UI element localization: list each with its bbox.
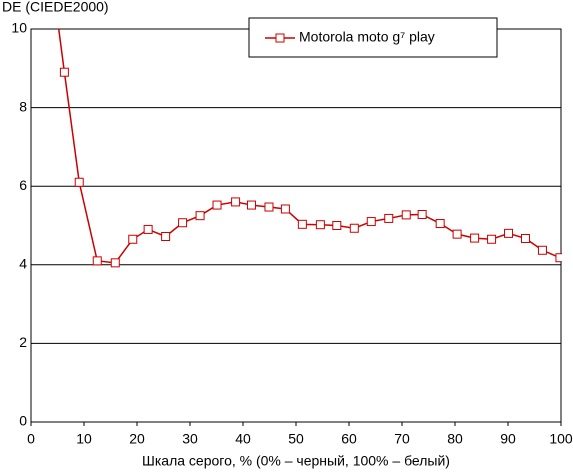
x-tick-label: 0	[27, 431, 35, 447]
x-tick-label: 70	[394, 431, 410, 447]
data-point	[195, 211, 205, 221]
y-tick-label: 8	[19, 98, 27, 114]
data-point	[231, 197, 241, 207]
data-point	[315, 220, 325, 230]
data-point	[520, 233, 530, 243]
data-point	[280, 204, 290, 214]
x-tick-label: 80	[447, 431, 463, 447]
data-point	[504, 228, 514, 238]
data-point	[452, 229, 462, 239]
y-tick-label: 10	[11, 20, 27, 36]
data-point	[92, 256, 102, 266]
data-point	[143, 224, 153, 234]
y-tick-label: 6	[19, 177, 27, 193]
x-tick-label: 20	[129, 431, 145, 447]
y-tick-label: 0	[19, 413, 27, 429]
data-point	[487, 234, 497, 244]
x-tick-label: 40	[235, 431, 251, 447]
data-point	[128, 234, 138, 244]
data-point	[384, 213, 394, 223]
data-point	[110, 258, 120, 268]
data-point	[59, 67, 69, 77]
data-point	[332, 221, 342, 230]
x-tick-label: 30	[182, 431, 198, 447]
data-point	[297, 219, 307, 229]
data-point	[74, 177, 84, 187]
y-axis-label: DE (CIEDE2000)	[2, 0, 109, 15]
data-point	[246, 200, 256, 210]
data-point	[349, 223, 359, 233]
data-point	[417, 209, 427, 219]
data-point	[178, 218, 188, 228]
data-point	[470, 233, 480, 243]
plot-frame	[30, 28, 562, 423]
y-tick-label: 4	[19, 256, 27, 272]
legend-label: Motorola moto g⁷ play	[299, 29, 435, 45]
data-point	[555, 253, 562, 263]
x-tick-label: 90	[500, 431, 516, 447]
plot-area	[57, 29, 562, 268]
x-axis-label: Шкала серого, % (0% – черный, 100% – бел…	[142, 453, 450, 469]
data-point	[264, 202, 274, 212]
x-tick-label: 10	[76, 431, 92, 447]
data-point	[435, 219, 445, 229]
x-tick-label: 50	[288, 431, 304, 447]
data-point	[212, 200, 222, 210]
y-tick-label: 2	[19, 334, 27, 350]
data-point	[366, 217, 376, 227]
x-tick-label: 100	[549, 431, 573, 447]
data-point	[161, 232, 171, 242]
data-point	[537, 245, 547, 255]
x-tick-label: 60	[341, 431, 357, 447]
data-point	[401, 210, 411, 220]
legend-marker	[275, 33, 285, 43]
